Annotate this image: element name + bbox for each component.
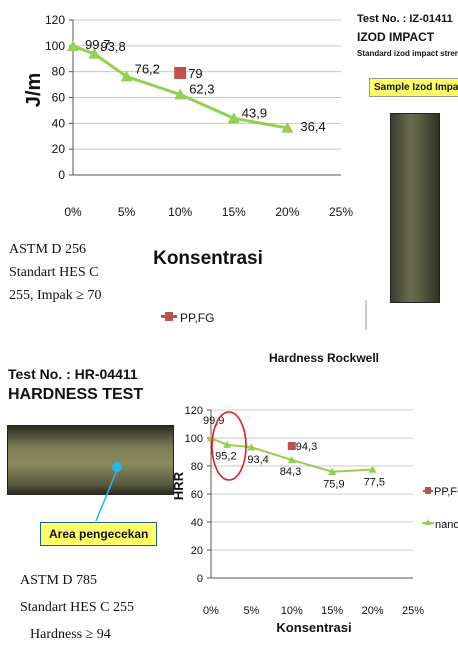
y-tick-label: 120 xyxy=(45,13,65,27)
x-tick-label: 5% xyxy=(243,605,259,617)
data-point xyxy=(328,467,337,475)
y-tick-label: 40 xyxy=(191,517,203,529)
y-tick-label: 60 xyxy=(191,489,203,501)
legend-nano-marker xyxy=(424,519,432,525)
series-line xyxy=(210,437,373,473)
data-label: 36,4 xyxy=(300,119,325,134)
hardness-rockwell-chart: Hardness Rockwell 0 20 40 60 80 100 120 0% 5% 10… xyxy=(171,351,458,635)
x-axis-label: Konsentrasi xyxy=(276,620,351,635)
legend-pp-label: PP,FG xyxy=(180,311,214,325)
data-label: 43,9 xyxy=(242,105,267,120)
izod-subtitle: Standard izod impact strength xyxy=(357,49,458,58)
legend-pp-square xyxy=(425,487,431,494)
y-axis-label: J/m xyxy=(23,73,45,107)
x-axis-label: Konsentrasi xyxy=(153,248,263,269)
data-label: 99,9 xyxy=(203,415,224,427)
data-point xyxy=(287,455,296,464)
x-tick-label: 15% xyxy=(222,205,246,219)
data-label: 75,9 xyxy=(323,479,344,491)
hardness-standard-line-2: Standart HES C 255 xyxy=(20,600,134,615)
x-tick-label: 15% xyxy=(321,605,343,617)
sample-izod-label: Sample Izod Impact xyxy=(369,78,458,97)
data-label: 62,3 xyxy=(189,82,214,97)
x-tick-label: 25% xyxy=(329,205,353,219)
data-label: 76,2 xyxy=(135,62,160,77)
data-point xyxy=(223,440,232,448)
data-point xyxy=(281,121,294,133)
x-tick-label: 0% xyxy=(64,205,82,219)
data-label: 95,2 xyxy=(215,451,236,463)
y-tick-label: 80 xyxy=(52,65,66,79)
hardness-test-number: Test No. : HR-04411 xyxy=(8,366,138,382)
izod-standard-line-2: Standart HES C xyxy=(9,265,99,280)
hardness-standard-line-1: ASTM D 785 xyxy=(20,573,98,588)
y-tick-label: 120 xyxy=(185,405,203,417)
data-point xyxy=(174,88,187,100)
x-tick-label: 20% xyxy=(275,205,299,219)
hardness-standard-line-3: Hardness ≥ 94 xyxy=(30,627,111,642)
y-tick-label: 0 xyxy=(58,168,65,182)
data-point xyxy=(247,443,256,451)
y-tick-label: 80 xyxy=(191,461,203,473)
legend-pp-square xyxy=(165,312,173,321)
y-tick-label: 40 xyxy=(52,116,66,130)
data-label: 84,3 xyxy=(280,466,301,478)
x-tick-label: 10% xyxy=(281,605,303,617)
data-point xyxy=(88,47,101,59)
izod-standard-line-3: 255, Impak ≥ 70 xyxy=(9,288,102,303)
izod-title: IZOD IMPACT xyxy=(357,30,435,44)
y-tick-label: 20 xyxy=(52,142,66,156)
x-tick-label: 25% xyxy=(402,605,424,617)
legend-nano-label: nano xyxy=(435,519,458,531)
hardness-title: HARDNESS TEST xyxy=(8,386,144,403)
data-point xyxy=(174,66,187,79)
data-point xyxy=(120,70,133,82)
chart-title: Hardness Rockwell xyxy=(269,351,379,365)
x-tick-label: 20% xyxy=(362,605,384,617)
callout-line xyxy=(95,469,118,522)
hardness-sample-photo xyxy=(7,425,174,495)
data-label: 93,8 xyxy=(100,39,125,54)
izod-sample-photo xyxy=(390,113,440,303)
y-tick-label: 100 xyxy=(185,433,203,445)
data-point xyxy=(67,40,79,52)
x-tick-label: 0% xyxy=(203,605,219,617)
y-tick-label: 60 xyxy=(52,91,66,105)
izod-standard-line-1: ASTM D 256 xyxy=(9,242,87,257)
data-point xyxy=(368,465,377,473)
y-tick-label: 0 xyxy=(197,573,203,585)
x-tick-label: 5% xyxy=(118,205,136,219)
legend-pp-label: PP,FG xyxy=(434,486,458,498)
data-label: 93,4 xyxy=(247,454,268,466)
data-label: 94,3 xyxy=(296,441,317,453)
data-label: 79 xyxy=(188,66,202,81)
series-line xyxy=(72,44,288,130)
data-label: 77,5 xyxy=(364,477,385,489)
izod-impact-chart: 0 20 40 60 80 100 120 0% 5% 10% 15% 20% 25% 99,793,… xyxy=(23,13,367,330)
y-tick-label: 100 xyxy=(45,39,65,53)
highlight-ellipse xyxy=(211,411,247,481)
inspection-point-icon xyxy=(112,462,122,472)
area-pengecekan-label: Area pengecekan xyxy=(40,522,158,546)
y-axis-label: HRR xyxy=(171,471,186,500)
x-tick-label: 10% xyxy=(168,205,192,219)
izod-test-number: Test No. : IZ-01411 xyxy=(357,13,453,25)
data-point xyxy=(287,441,296,450)
data-label: 99,7 xyxy=(85,37,110,52)
y-tick-label: 20 xyxy=(191,545,203,557)
data-point xyxy=(227,112,240,124)
